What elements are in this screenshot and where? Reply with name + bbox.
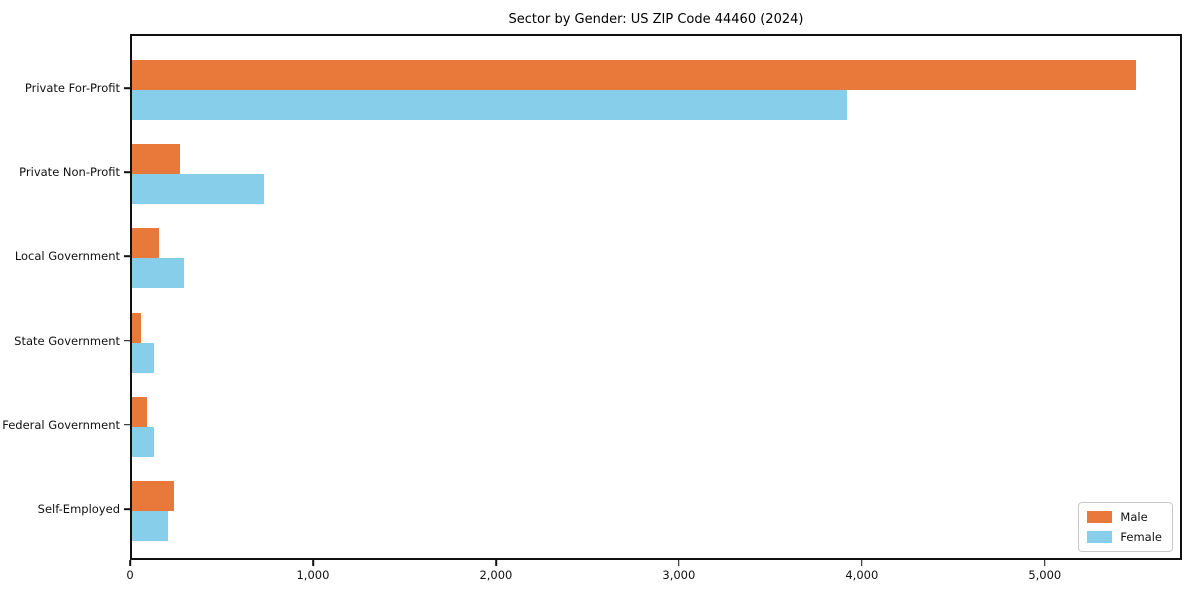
xtick-mark: [1043, 560, 1046, 566]
legend-label-male: Male: [1120, 510, 1148, 524]
ytick-label-local-government: Local Government: [14, 249, 120, 264]
ytick-mark: [124, 508, 130, 510]
ytick-mark: [124, 171, 130, 173]
bar-male-federal-government: [132, 396, 147, 427]
bar-male-private-non-profit: [132, 144, 180, 175]
ytick-mark: [124, 87, 130, 89]
xtick-label-4000: 4,000: [845, 568, 879, 582]
bar-male-private-for-profit: [132, 60, 1137, 90]
xtick-label-5000: 5,000: [1028, 568, 1062, 582]
xtick-mark: [861, 560, 863, 566]
xtick-label-2000: 2,000: [479, 568, 513, 582]
ytick-label-private-for-profit: Private For-Profit: [24, 81, 120, 95]
bar-male-state-government: [132, 312, 142, 343]
plot-area: Male Female: [130, 34, 1182, 560]
bar-female-local-government: [132, 258, 185, 289]
xtick-label-0: 0: [126, 568, 134, 582]
female-color-swatch: [1087, 531, 1113, 543]
xtick-mark: [312, 560, 314, 566]
bar-female-state-government: [132, 342, 154, 373]
bar-female-private-for-profit: [132, 90, 848, 120]
xtick-mark: [129, 560, 131, 566]
ytick-label-private-non-profit: Private Non-Profit: [19, 165, 120, 180]
legend-item-male: Male: [1087, 510, 1162, 524]
bar-male-local-government: [132, 228, 160, 259]
legend-item-female: Female: [1087, 530, 1162, 544]
ytick-label-self-employed: Self-Employed: [37, 502, 120, 516]
legend-label-female: Female: [1120, 530, 1162, 544]
male-color-swatch: [1087, 511, 1113, 523]
ytick-label-federal-government: Federal Government: [2, 417, 120, 432]
ytick-mark: [124, 255, 130, 258]
legend: Male Female: [1078, 502, 1173, 552]
ytick-mark: [124, 339, 130, 342]
chart-title: Sector by Gender: US ZIP Code 44460 (202…: [508, 12, 804, 27]
xtick-mark: [495, 560, 497, 566]
bar-female-federal-government: [132, 426, 154, 457]
bar-female-private-non-profit: [132, 174, 264, 205]
bar-female-self-employed: [132, 511, 168, 541]
xtick-mark: [678, 560, 680, 566]
bar-male-self-employed: [132, 481, 175, 511]
xtick-label-3000: 3,000: [662, 568, 696, 582]
ytick-mark: [124, 424, 130, 426]
ytick-label-state-government: State Government: [14, 333, 120, 348]
xtick-label-1000: 1,000: [296, 568, 330, 582]
